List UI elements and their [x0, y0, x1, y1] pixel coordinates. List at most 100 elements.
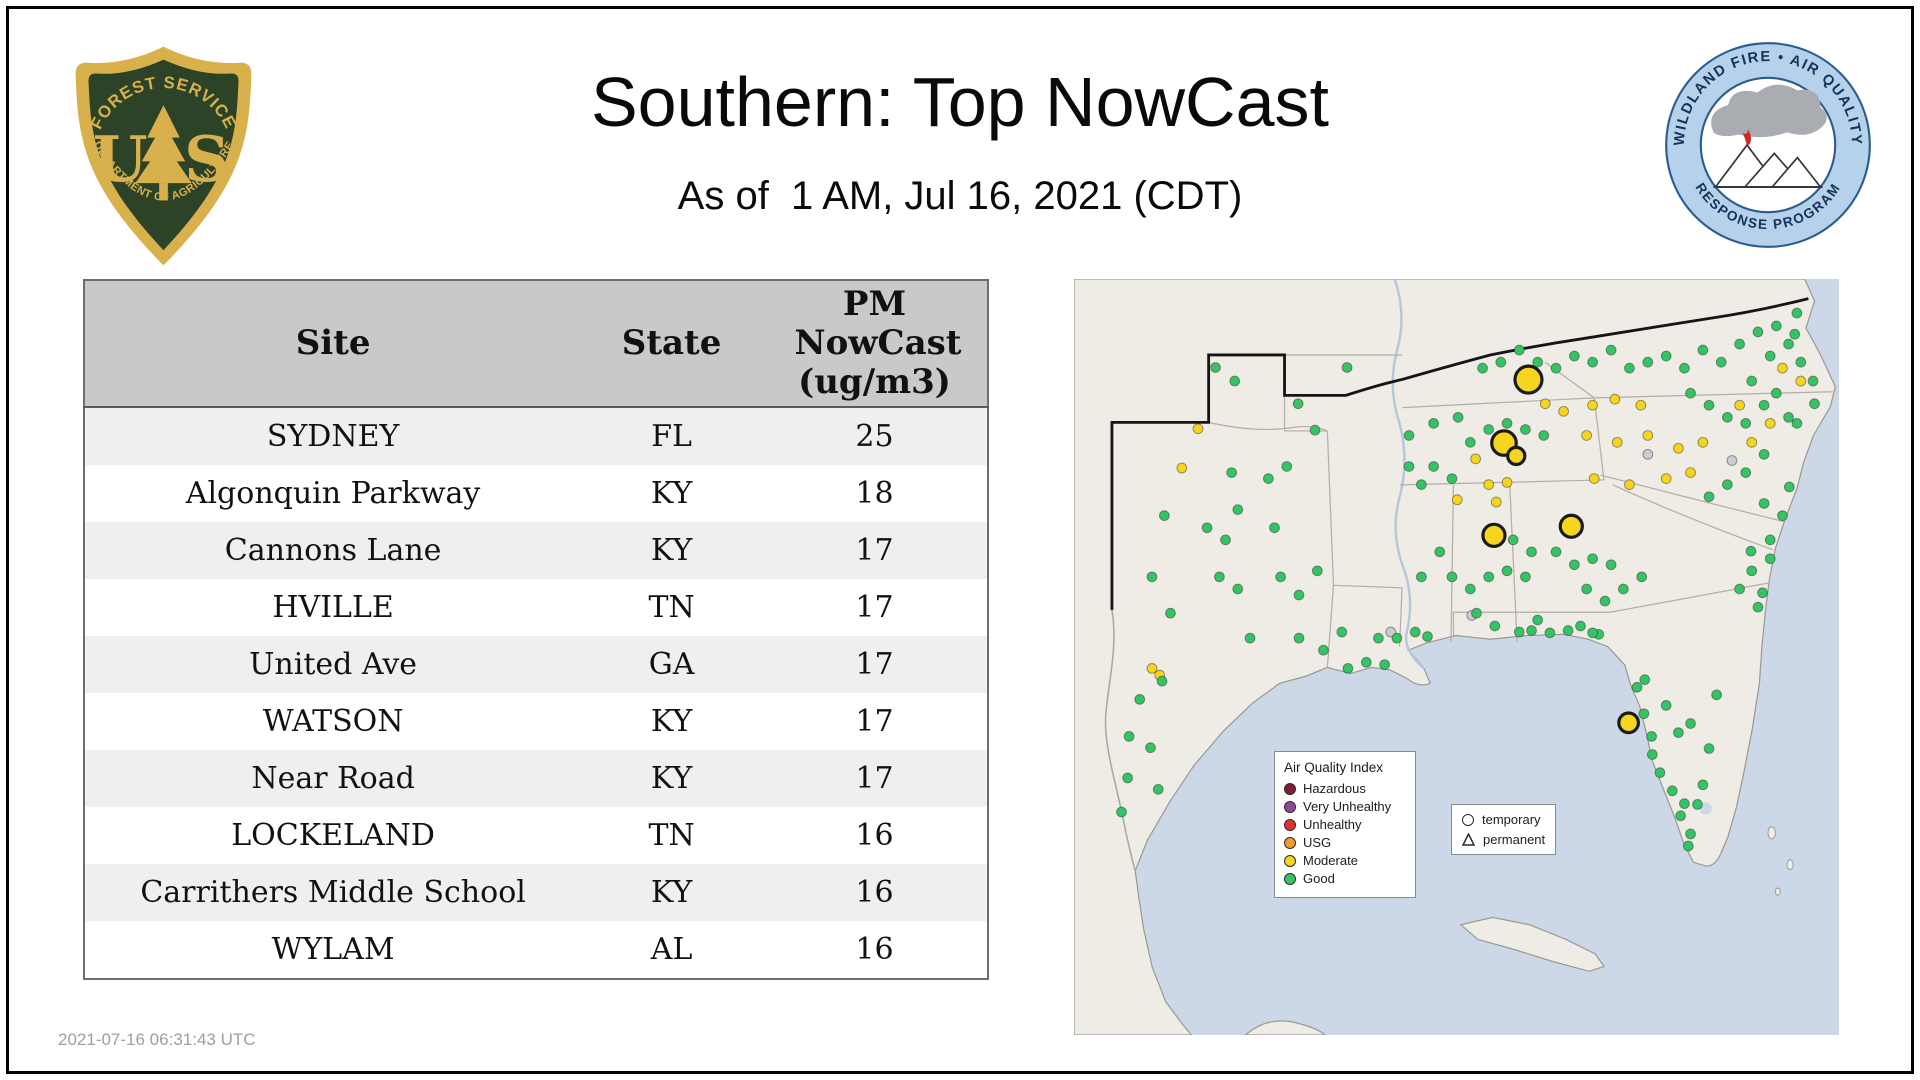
monitor-marker: [1624, 479, 1635, 490]
state-cell: KY: [650, 761, 693, 796]
header: Southern: Top NowCast As of 1 AM, Jul 16…: [300, 65, 1620, 219]
state-cell: TN: [648, 818, 695, 853]
monitor-marker: [1721, 411, 1733, 423]
monitor-marker: [1122, 772, 1133, 784]
monitor-marker: [1809, 398, 1820, 410]
monitor-marker: [1232, 583, 1244, 595]
monitor-marker: [1605, 559, 1617, 571]
site-cell: LOCKELAND: [231, 818, 435, 853]
state-cell: KY: [650, 533, 693, 568]
usfs-letter-u: U: [93, 122, 148, 196]
table-row: Algonquin Parkway KY 18: [84, 465, 988, 522]
monitor-marker: [1734, 399, 1745, 411]
temporary-marker-icon: [1462, 813, 1474, 826]
monitor-marker: [1758, 399, 1770, 411]
monitor-marker: [1642, 430, 1654, 441]
aqi-legend-title: Air Quality Index: [1284, 760, 1384, 775]
monitor-marker: [1483, 479, 1495, 490]
monitor-marker: [1244, 632, 1256, 644]
temporary-monitor-marker: [1481, 522, 1507, 548]
monitor-marker: [1513, 626, 1525, 638]
monitor-marker: [1501, 565, 1513, 577]
aqi-legend-items: Hazardous Very Unhealthy Unhealthy USG Moder…: [1284, 781, 1406, 886]
monitor-marker: [1685, 828, 1696, 840]
monitor-marker: [1764, 350, 1776, 362]
aqi-map: Air Quality Index Hazardous Very Unhealth…: [1074, 279, 1839, 1035]
monitor-marker: [1587, 627, 1598, 639]
monitor-marker: [1269, 522, 1280, 534]
monitor-marker: [1483, 571, 1495, 583]
pine-tree-icon: [135, 105, 192, 201]
monitor-marker: [1642, 356, 1654, 368]
monitor-marker: [1428, 461, 1439, 472]
monitor-marker: [1116, 806, 1127, 818]
monitor-marker: [1415, 479, 1427, 490]
monitor-marker: [1403, 461, 1415, 472]
site-cell: Algonquin Parkway: [185, 476, 481, 511]
monitor-marker: [1471, 607, 1482, 619]
nowcast-table-body: SYDNEY FL 25 Algonquin Parkway KY 18 Cannons L…: [84, 407, 988, 979]
temporary-monitor-marker: [1506, 445, 1527, 467]
monitor-marker: [1581, 430, 1592, 441]
aqi-legend-label: Unhealthy: [1303, 817, 1362, 832]
region-boundary: [1110, 297, 1809, 610]
monitor-marker: [1220, 534, 1231, 546]
site-cell: WYLAM: [271, 932, 395, 967]
monitor-marker: [1757, 587, 1768, 599]
monitor-marker: [1575, 620, 1586, 632]
table-row: WYLAM AL 16: [84, 921, 988, 979]
monitor-marker: [1123, 731, 1135, 742]
monitor-marker: [1703, 743, 1715, 754]
monitor-marker: [1746, 375, 1758, 387]
monitor-marker: [1232, 504, 1244, 515]
monitor-marker: [1544, 627, 1556, 639]
monitor-marker: [1452, 411, 1464, 423]
temporary-monitor-marker: [1558, 513, 1584, 539]
monitor-marker: [1611, 436, 1623, 448]
nowcast-table-header: Site State PM NowCast (ug/m3): [84, 280, 988, 408]
monitor-marker: [1210, 362, 1221, 373]
monitor-marker: [1624, 362, 1635, 374]
monitor-marker: [1360, 656, 1372, 668]
table-row: WATSON KY 17: [84, 693, 988, 750]
monitor-marker: [1682, 840, 1694, 852]
site-cell: Cannons Lane: [224, 533, 442, 568]
monitor-marker: [1666, 785, 1678, 797]
monitor-marker: [1409, 626, 1421, 638]
monitor-marker: [1526, 546, 1537, 558]
mountains-icon: [1713, 143, 1823, 188]
state-cell: KY: [650, 704, 693, 739]
value-cell: 17: [855, 704, 894, 739]
monitor-marker: [1734, 338, 1745, 350]
monitor-marker: [1483, 424, 1495, 435]
mississippi-river: [1391, 279, 1425, 670]
value-cell: 17: [855, 590, 894, 625]
monitor-marker: [1685, 718, 1696, 729]
monitor-marker: [1192, 423, 1204, 435]
monitor-marker: [1679, 798, 1690, 810]
monitor-marker: [1795, 356, 1807, 368]
monitor-marker: [1599, 595, 1611, 607]
state-cell: KY: [650, 875, 693, 910]
monitor-marker: [1752, 326, 1764, 338]
monitor-marker: [1391, 632, 1403, 644]
value-cell: 25: [855, 419, 894, 454]
value-cell: 17: [855, 533, 894, 568]
flame-icon: [1742, 129, 1751, 145]
smoke-cloud-icon: [1711, 84, 1827, 138]
monitor-marker: [1639, 674, 1651, 686]
monitor-marker: [1675, 810, 1687, 822]
monitor-marker: [1770, 320, 1782, 332]
rio-grande-river: [1104, 609, 1136, 872]
monitor-marker: [1156, 675, 1168, 687]
monitor-marker: [1152, 783, 1164, 795]
permanent-legend-row: permanent: [1462, 832, 1545, 847]
state-cell: TN: [648, 590, 695, 625]
aqi-legend-dot: [1284, 800, 1296, 813]
aqi-legend-item: Very Unhealthy: [1284, 799, 1406, 814]
monitor-marker: [1609, 393, 1621, 405]
monitor-marker: [1746, 565, 1758, 577]
temporary-legend-row: temporary: [1462, 812, 1545, 827]
monitor-marker: [1558, 405, 1569, 417]
aqi-legend-dot: [1284, 782, 1296, 795]
